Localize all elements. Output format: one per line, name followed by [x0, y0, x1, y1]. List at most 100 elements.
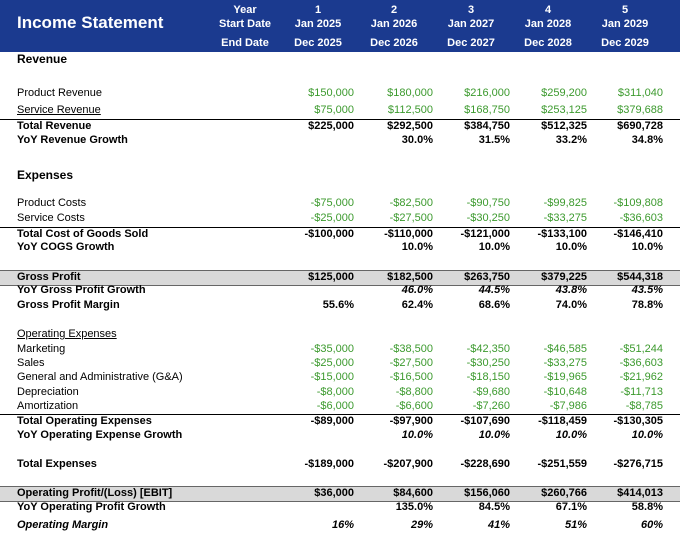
row-label: Operating Expenses: [17, 328, 117, 340]
column-end: Dec 2028: [524, 37, 572, 49]
table-row: Service Costs -$25,000 -$27,500 -$30,250 -$3…: [0, 212, 680, 226]
cell-value: 10.0%: [555, 429, 587, 441]
cell-value: 10.0%: [555, 241, 587, 253]
column-end: Dec 2025: [294, 37, 342, 49]
row-label: Product Costs: [17, 197, 87, 209]
cell-value: -$100,000: [304, 228, 354, 240]
table-row: Product Revenue $150,000 $180,000 $216,000 $…: [0, 87, 680, 101]
row-label: Sales: [17, 357, 45, 369]
cell-value: 68.6%: [478, 299, 510, 311]
table-row: Marketing -$35,000 -$38,500 -$42,350 -$46,58…: [0, 343, 680, 357]
cell-value: $263,750: [464, 271, 510, 283]
cell-value: -$11,713: [620, 386, 663, 398]
cell-value: -$21,962: [619, 371, 663, 383]
cell-value: -$36,603: [619, 357, 663, 369]
table-row: General and Administrative (G&A) -$15,000…: [0, 371, 680, 385]
cell-value: $512,325: [541, 120, 587, 132]
cell-value: $379,688: [617, 104, 663, 116]
cell-value: -$7,260: [472, 400, 510, 412]
cell-value: -$27,500: [389, 357, 433, 369]
cell-value: $168,750: [464, 104, 510, 116]
cell-value: -$25,000: [310, 212, 354, 224]
cell-value: -$110,000: [384, 228, 433, 240]
cell-value: 135.0%: [395, 501, 433, 513]
cell-value: $150,000: [308, 87, 354, 99]
header-band: [0, 0, 680, 52]
cell-value: -$15,000: [310, 371, 354, 383]
cell-value: $112,500: [387, 104, 433, 116]
cell-value: -$97,900: [389, 415, 433, 427]
cell-value: -$16,500: [389, 371, 433, 383]
cell-value: -$42,350: [466, 343, 510, 355]
table-row: Total Cost of Goods Sold -$100,000 -$110,0…: [0, 227, 680, 242]
cell-value: 43.8%: [555, 284, 587, 296]
row-label: Service Costs: [17, 212, 85, 224]
cell-value: $414,013: [617, 487, 663, 499]
row-label: YoY Revenue Growth: [17, 134, 128, 146]
table-row: Total Revenue $225,000 $292,500 $384,750 $51…: [0, 119, 680, 134]
cell-value: -$189,000: [304, 458, 354, 470]
cell-value: -$133,100: [537, 228, 587, 240]
cell-value: -$207,900: [383, 458, 433, 470]
row-label: Marketing: [17, 343, 66, 355]
table-row: Depreciation -$8,000 -$8,800 -$9,680 -$10,64…: [0, 386, 680, 400]
row-label: Amortization: [17, 400, 79, 412]
table-row: Operating Expenses: [0, 328, 680, 342]
cell-value: 29%: [410, 519, 433, 531]
cell-value: $292,500: [387, 120, 433, 132]
cell-value: -$7,986: [549, 400, 587, 412]
cell-value: -$9,680: [472, 386, 510, 398]
cell-value: 58.8%: [631, 501, 663, 513]
cell-value: 16%: [331, 519, 354, 531]
cell-value: 84.5%: [478, 501, 510, 513]
cell-value: 46.0%: [401, 284, 433, 296]
table-row: Gross Profit Margin 55.6% 62.4% 68.6% 74.0% 7…: [0, 299, 680, 313]
cell-value: $156,060: [464, 487, 510, 499]
cell-value: 10.0%: [401, 241, 433, 253]
table-row: Revenue: [0, 52, 680, 66]
table-row: Expenses: [0, 168, 680, 182]
cell-value: 41%: [487, 519, 510, 531]
row-label: YoY Operating Profit Growth: [17, 501, 166, 513]
column-year: 2: [390, 4, 398, 16]
cell-value: -$276,715: [613, 458, 663, 470]
cell-value: -$18,150: [466, 371, 510, 383]
row-label: Operating Profit/(Loss) [EBIT]: [17, 487, 173, 499]
cell-value: 78.8%: [631, 299, 663, 311]
cell-value: $311,040: [617, 87, 663, 99]
row-label: YoY Operating Expense Growth: [17, 429, 183, 441]
row-label: Expenses: [17, 168, 74, 182]
cell-value: -$90,750: [466, 197, 510, 209]
cell-value: -$6,600: [395, 400, 433, 412]
cell-value: -$38,500: [389, 343, 433, 355]
table-row: Product Costs -$75,000 -$82,500 -$90,750 -$9…: [0, 197, 680, 211]
cell-value: -$107,690: [460, 415, 510, 427]
column-year: 3: [467, 4, 475, 16]
cell-value: 43.5%: [631, 284, 663, 296]
row-label: Depreciation: [17, 386, 79, 398]
cell-value: -$251,559: [537, 458, 587, 470]
row-label: Total Cost of Goods Sold: [17, 228, 149, 240]
cell-value: -$36,603: [619, 212, 663, 224]
cell-value: -$35,000: [310, 343, 354, 355]
cell-value: -$30,250: [466, 212, 510, 224]
cell-value: -$121,000: [460, 228, 510, 240]
cell-value: $260,766: [541, 487, 587, 499]
row-label: Service Revenue: [17, 104, 101, 116]
cell-value: -$8,800: [395, 386, 433, 398]
cell-value: -$33,275: [543, 357, 587, 369]
cell-value: $379,225: [541, 271, 587, 283]
column-year: 5: [621, 4, 629, 16]
row-label: Total Revenue: [17, 120, 92, 132]
end-label: End Date: [221, 37, 269, 49]
row-label: Operating Margin: [17, 519, 109, 531]
column-start: Jan 2027: [447, 18, 495, 30]
table-row: YoY Revenue Growth 30.0% 31.5% 33.2% 34.8%: [0, 134, 680, 148]
cell-value: 62.4%: [401, 299, 433, 311]
cell-value: -$118,459: [538, 415, 587, 427]
cell-value: $544,318: [617, 271, 663, 283]
row-label: YoY Gross Profit Growth: [17, 284, 146, 296]
cell-value: -$89,000: [310, 415, 354, 427]
cell-value: $36,000: [314, 487, 354, 499]
